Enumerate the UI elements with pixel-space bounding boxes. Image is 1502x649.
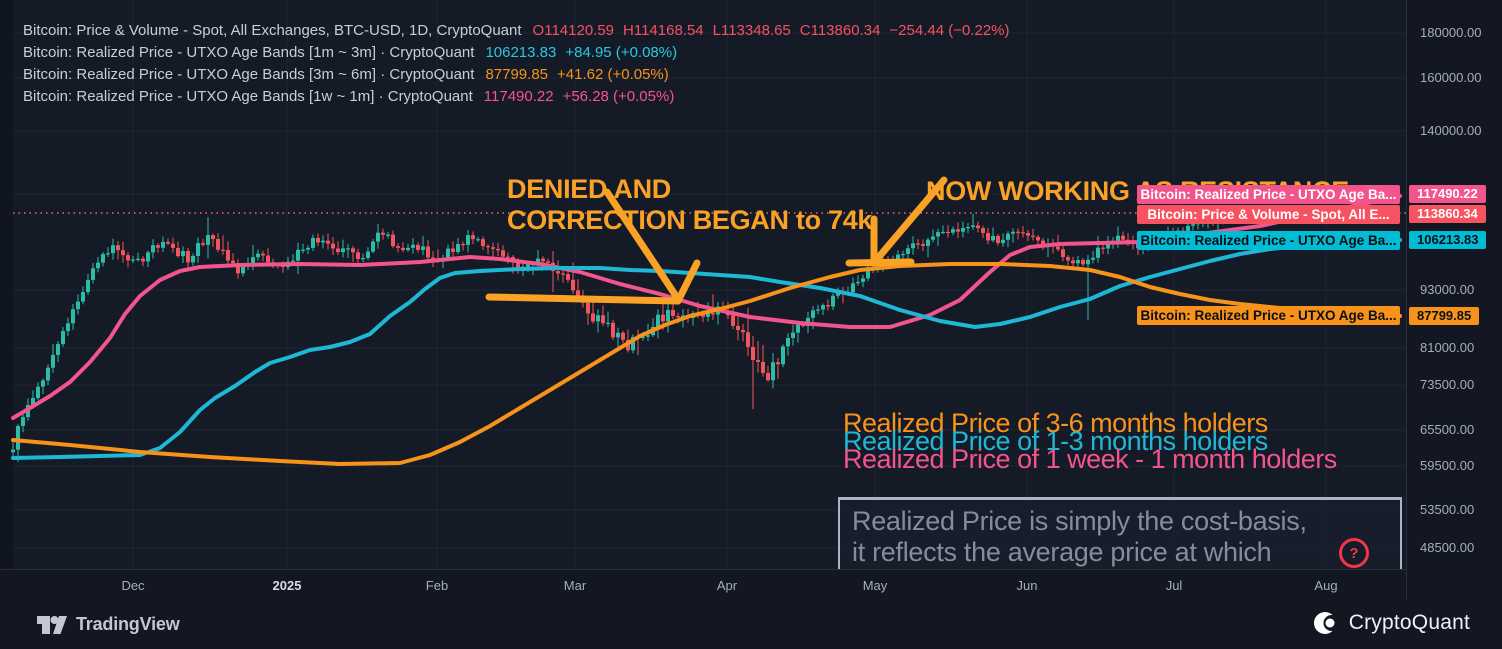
annotation-denied-line1: DENIED AND [507,174,672,204]
legend-value: −254.44 (−0.22%) [889,22,1010,39]
price-value-badge-0: 117490.22 [1409,185,1486,203]
price-value-badge-3: 87799.85 [1409,307,1480,325]
legend-value: 87799.85 [485,66,549,83]
indicator-line-1 [11,238,1402,460]
help-question-icon[interactable]: ? [1339,538,1369,568]
holder-label-2: Realized Price of 1 week - 1 month holde… [843,444,1337,474]
legend-row-2[interactable]: Bitcoin: Realized Price - UTXO Age Bands… [23,66,1010,88]
price-tick-label: 180000.00 [1420,25,1482,40]
legend-panel: Bitcoin: Price & Volume - Spot, All Exch… [23,22,1010,110]
legend-row-values: 87799.85 +41.62 (+0.05%) [485,66,668,83]
legend-value: L113348.65 [712,22,791,39]
legend-value: +84.95 (+0.08%) [565,44,678,61]
legend-row-title: Bitcoin: Realized Price - UTXO Age Bands… [23,44,475,61]
indicator-line-0 [11,194,1402,420]
price-axis[interactable]: 180000.00 160000.00 140000.00 93000.00 81000… [1406,0,1502,600]
time-axis[interactable]: Dec 2025 Feb Mar Apr May Jun Jul Aug [0,569,1406,600]
legend-row-title: Bitcoin: Realized Price - UTXO Age Bands… [23,88,473,105]
resistance-arrow [874,176,948,262]
price-tick-label: 93000.00 [1420,282,1475,297]
legend-row-values: 117490.22 +56.28 (+0.05%) [484,88,675,105]
time-tick-2025: 2025 [272,578,302,593]
holder-label-0: Realized Price of 3-6 months holders [843,408,1268,438]
tradingview-logo-text: TradingView [76,613,180,634]
legend-row-0[interactable]: Bitcoin: Price & Volume - Spot, All Exch… [23,22,1010,44]
time-tick-mar: Mar [563,578,587,593]
indicator-line-2 [11,262,1402,466]
legend-row-title: Bitcoin: Realized Price - UTXO Age Bands… [23,66,475,83]
price-tick-label: 65500.00 [1420,422,1475,437]
price-tick-label: 59500.00 [1420,458,1475,473]
time-tick-may: May [862,578,888,593]
legend-value: +41.62 (+0.05%) [557,66,669,83]
series-name-badge-1: Bitcoin: Price & Volume - Spot, All E... [1137,205,1400,224]
price-tick-label: 53500.00 [1420,502,1475,517]
series-name-badge-2: Bitcoin: Realized Price - UTXO Age Ba... [1137,231,1400,250]
tradingview-logo-icon [37,616,67,634]
tooltip-line-1: Realized Price is simply the cost-basis, [852,506,1307,536]
price-tick-label: 81000.00 [1420,340,1475,355]
legend-value: O114120.59 [532,22,615,39]
tradingview-logo[interactable]: TradingView [37,611,180,637]
time-tick-jun: Jun [1016,578,1038,593]
denied-arrow [485,293,682,305]
annotation-denied: DENIED AND CORRECTION BEGAN to 74k [507,174,872,236]
time-tick-feb: Feb [425,578,449,593]
footer-bar: TradingView CryptoQuant [0,600,1502,649]
legend-row-1[interactable]: Bitcoin: Realized Price - UTXO Age Bands… [23,44,1010,66]
time-tick-jul: Jul [1165,578,1183,593]
legend-row-values: O114120.59 H114168.54 L113348.65 C113860.34… [533,22,1010,39]
denied-arrow [603,188,682,303]
legend-row-values: 106213.83 +84.95 (+0.08%) [485,44,677,61]
denied-arrow [674,259,701,305]
holder-label-1: Realized Price of 1-3 months holders [843,426,1268,456]
legend-row-title: Bitcoin: Price & Volume - Spot, All Exch… [23,22,522,39]
annotation-denied-line2: CORRECTION BEGAN to 74k [507,205,873,235]
series-name-badge-3: Bitcoin: Realized Price - UTXO Age Ba... [1137,306,1400,325]
time-tick-dec: Dec [121,578,145,593]
legend-value: +56.28 (+0.05%) [562,88,675,105]
legend-value: 106213.83 [485,44,557,61]
price-value-badge-1: 113860.34 [1409,205,1486,223]
legend-value: H114168.54 [623,22,704,39]
cryptoquant-logo-text: CryptoQuant [1348,611,1470,634]
time-tick-aug: Aug [1314,578,1338,593]
cryptoquant-logo[interactable]: CryptoQuant [1312,609,1470,637]
cryptoquant-logo-icon [1313,612,1340,634]
price-tick-label: 140000.00 [1420,123,1482,138]
legend-row-3[interactable]: Bitcoin: Realized Price - UTXO Age Bands… [23,88,1010,110]
time-tick-apr: Apr [716,578,738,593]
indicator-description-tooltip: Realized Price is simply the cost-basis,… [838,497,1402,569]
legend-value: 117490.22 [483,88,554,105]
price-tick-label: 73500.00 [1420,377,1475,392]
legend-value: C113860.34 [799,22,881,39]
resistance-arrow [845,258,915,267]
tooltip-line-2: it reflects the average price at which [852,537,1272,567]
price-tick-label: 48500.00 [1420,540,1475,555]
price-tick-label: 160000.00 [1420,70,1482,85]
chart-plot-area[interactable]: Bitcoin: Price & Volume - Spot, All Exch… [0,0,1406,569]
price-value-badge-2: 106213.83 [1409,231,1487,249]
series-name-badge-0: Bitcoin: Realized Price - UTXO Age Ba... [1137,185,1400,204]
